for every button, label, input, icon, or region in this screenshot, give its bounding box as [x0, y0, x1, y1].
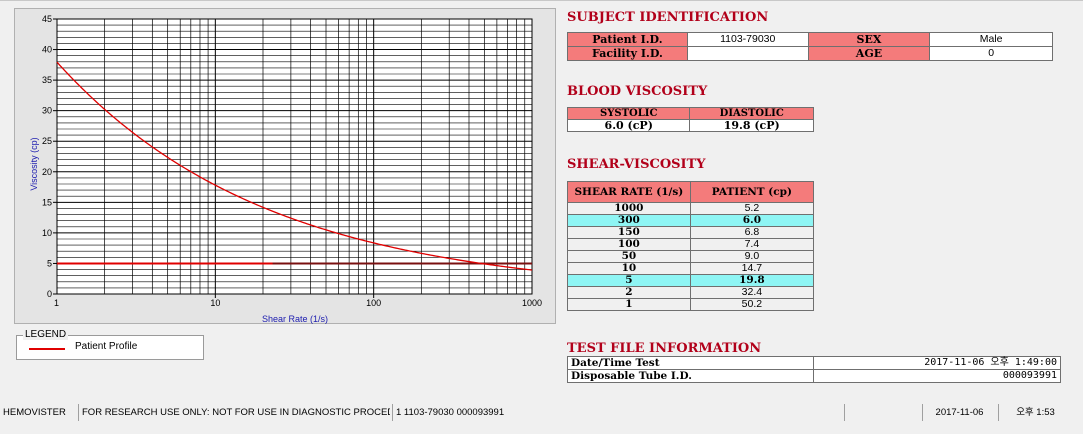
sex-label: SEX — [807, 32, 931, 47]
shear-viscosity-row: 50 9.0 — [567, 250, 815, 263]
patient-cp-cell: 14.7 — [689, 262, 815, 275]
shear-rate-cell: 50 — [567, 250, 691, 263]
shear-viscosity-row: 1 50.2 — [567, 298, 815, 311]
shear-rate-cell: 1 — [567, 298, 691, 311]
plot-area — [56, 18, 533, 295]
disposable-tube-id-label: Disposable Tube I.D. — [566, 369, 815, 383]
status-time: 오후 1:53 — [998, 404, 1072, 421]
y-tick-label: 15 — [42, 197, 52, 207]
patient-cp-cell: 5.2 — [689, 202, 815, 215]
shear-viscosity-row: 2 32.4 — [567, 286, 815, 299]
systolic-label: SYSTOLIC — [566, 107, 691, 120]
status-record: 1 1103-79030 000093991 — [392, 404, 842, 421]
x-axis-label: Shear Rate (1/s) — [262, 314, 328, 324]
status-notice: FOR RESEARCH USE ONLY: NOT FOR USE IN DI… — [78, 404, 390, 421]
subject-identification-title: SUBJECT IDENTIFICATION — [567, 10, 769, 25]
shear-viscosity-row: 150 6.8 — [567, 226, 815, 239]
y-tick-label: 30 — [42, 106, 52, 116]
patient-id-value: 1103-79030 — [686, 32, 809, 47]
y-tick-label: 20 — [42, 167, 52, 177]
test-file-information-title: TEST FILE INFORMATION — [567, 341, 762, 356]
x-tick-label: 1000 — [522, 298, 542, 308]
viscosity-chart-panel: 1 10 100 1000 0 5 10 15 20 25 30 35 40 45 Shear Rate … — [14, 8, 556, 324]
shear-viscosity-rows: 1000 5.2 300 6.0 150 6.8 100 7.4 50 9.0 10 14.7 5 19.… — [567, 202, 815, 311]
status-bar: HEMOVISTER FOR RESEARCH USE ONLY: NOT FO… — [0, 404, 1083, 421]
patient-profile-curve — [56, 61, 533, 271]
facility-id-value — [686, 46, 809, 61]
shear-rate-cell: 1000 — [567, 202, 691, 215]
disposable-tube-id-value: 000093991 — [813, 369, 1061, 383]
subject-table: Patient I.D. 1103-79030 SEX Male Facilit… — [567, 32, 1053, 61]
patient-cp-cell: 32.4 — [689, 286, 815, 299]
datetime-test-value: 2017-11-06 오후 1:49:00 — [813, 356, 1061, 370]
shear-rate-cell: 300 — [567, 214, 691, 227]
patient-cp-cell: 9.0 — [689, 250, 815, 263]
shear-viscosity-row: 5 19.8 — [567, 274, 815, 287]
shear-rate-cell: 150 — [567, 226, 691, 239]
shear-viscosity-table: SHEAR RATE (1/s) PATIENT (cp) 1000 5.2 300… — [567, 181, 815, 311]
x-tick-label: 1 — [54, 298, 59, 308]
patient-cp-cell: 6.0 — [689, 214, 815, 227]
chart-legend: LEGEND Patient Profile — [16, 329, 204, 360]
diastolic-value: 19.8 (cP) — [689, 119, 814, 132]
patient-cp-cell: 6.8 — [689, 226, 815, 239]
legend-title: LEGEND — [23, 329, 69, 340]
y-tick-label: 25 — [42, 136, 52, 146]
shear-viscosity-row: 300 6.0 — [567, 214, 815, 227]
shear-viscosity-row: 10 14.7 — [567, 262, 815, 275]
y-tick-label: 35 — [42, 75, 52, 85]
facility-id-label: Facility I.D. — [567, 46, 688, 61]
patient-cp-cell: 7.4 — [689, 238, 815, 251]
datetime-test-label: Date/Time Test — [566, 356, 815, 370]
blood-viscosity-title: BLOOD VISCOSITY — [567, 84, 708, 99]
viscosity-chart: 1 10 100 1000 0 5 10 15 20 25 30 35 40 45 Shear Rate … — [29, 14, 542, 324]
shear-rate-cell: 2 — [567, 286, 691, 299]
x-tick-label: 10 — [210, 298, 220, 308]
status-date: 2017-11-06 — [922, 404, 996, 421]
shear-rate-header: SHEAR RATE (1/s) — [567, 181, 691, 203]
status-blank-pane — [844, 404, 920, 421]
chart-data-layer — [56, 61, 533, 271]
shear-rate-cell: 10 — [567, 262, 691, 275]
diastolic-label: DIASTOLIC — [689, 107, 814, 120]
legend-label-patient-profile: Patient Profile — [75, 341, 138, 352]
y-tick-label: 5 — [47, 258, 52, 268]
shear-rate-cell: 100 — [567, 238, 691, 251]
chart-grid — [53, 18, 533, 298]
systolic-value: 6.0 (cP) — [566, 119, 691, 132]
patient-cp-header: PATIENT (cp) — [689, 181, 815, 203]
shear-viscosity-row: 100 7.4 — [567, 238, 815, 251]
y-axis-label: Viscosity (cp) — [29, 137, 39, 190]
x-tick-label: 100 — [366, 298, 381, 308]
y-tick-label: 10 — [42, 228, 52, 238]
age-value: 0 — [929, 46, 1053, 61]
legend-swatch-patient-profile — [29, 348, 65, 350]
y-tick-label: 45 — [42, 14, 52, 24]
chart-tick-labels: 1 10 100 1000 0 5 10 15 20 25 30 35 40 45 — [42, 14, 542, 308]
window-top-border — [0, 0, 1083, 1]
patient-cp-cell: 50.2 — [689, 298, 815, 311]
patient-cp-cell: 19.8 — [689, 274, 815, 287]
age-label: AGE — [807, 46, 931, 61]
shear-viscosity-title: SHEAR-VISCOSITY — [567, 157, 706, 172]
blood-viscosity-table: SYSTOLIC DIASTOLIC 6.0 (cP) 19.8 (cP) — [566, 107, 814, 132]
y-tick-label: 40 — [42, 45, 52, 55]
shear-viscosity-row: 1000 5.2 — [567, 202, 815, 215]
status-app-name: HEMOVISTER — [3, 407, 66, 418]
patient-id-label: Patient I.D. — [567, 32, 688, 47]
sex-value: Male — [929, 32, 1053, 47]
shear-rate-cell: 5 — [567, 274, 691, 287]
test-file-table: Date/Time Test 2017-11-06 오후 1:49:00 Dis… — [566, 356, 1061, 383]
y-tick-label: 0 — [47, 289, 52, 299]
